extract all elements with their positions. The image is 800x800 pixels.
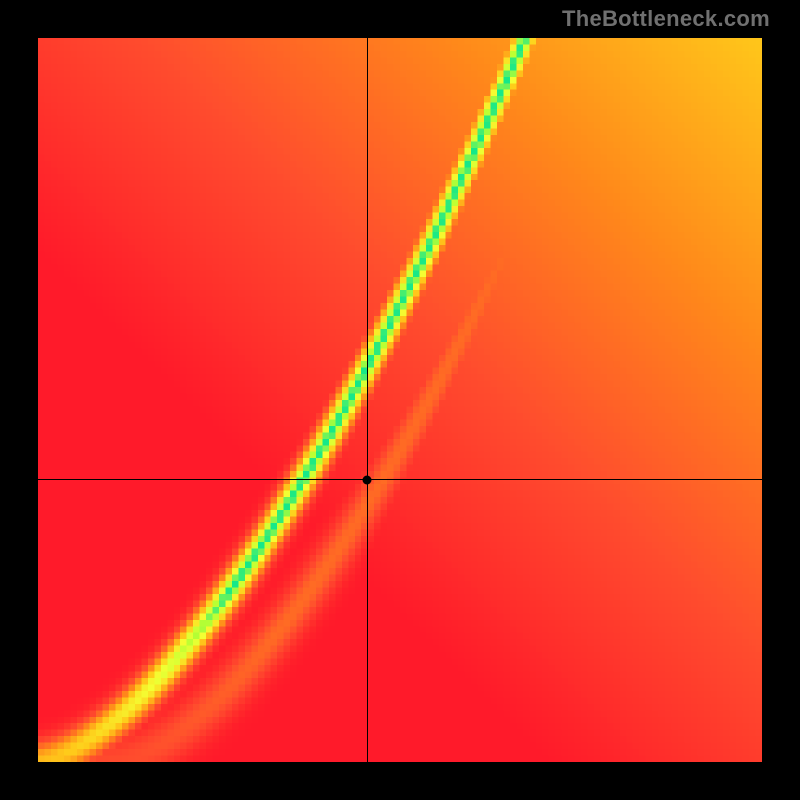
crosshair-horizontal — [38, 479, 762, 480]
crosshair-vertical — [367, 38, 368, 762]
watermark-text: TheBottleneck.com — [562, 6, 770, 32]
figure-frame: TheBottleneck.com — [0, 0, 800, 800]
bottleneck-heatmap — [38, 38, 762, 762]
crosshair-dot — [363, 475, 372, 484]
